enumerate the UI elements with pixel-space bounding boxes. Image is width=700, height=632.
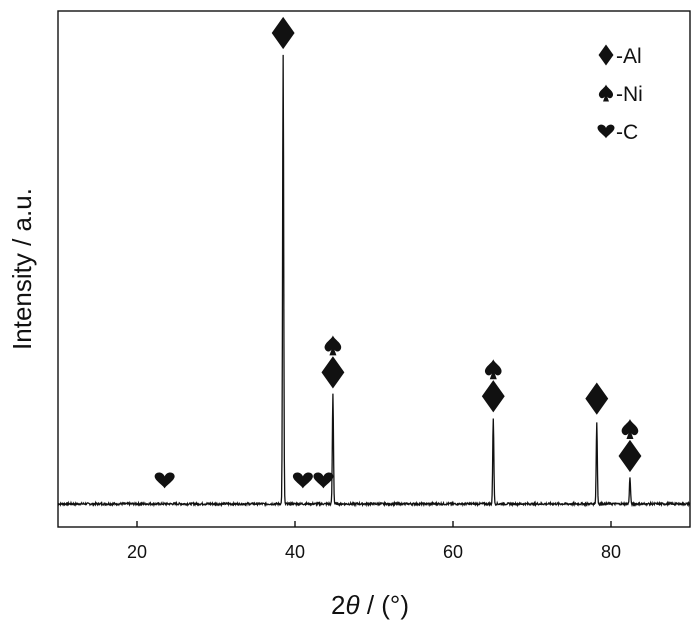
peak-annotation xyxy=(321,335,345,389)
x-axis-title-symbol: θ xyxy=(345,590,359,620)
spade-icon xyxy=(484,359,502,380)
x-tick-label: 80 xyxy=(601,542,621,562)
heart-icon xyxy=(597,124,615,139)
x-tick-label: 60 xyxy=(443,542,463,562)
diamond-icon xyxy=(585,382,609,415)
xrd-line xyxy=(57,54,691,508)
peak-annotation xyxy=(292,472,313,489)
x-axis-title-prefix: 2 xyxy=(331,590,345,620)
peak-annotation xyxy=(271,16,295,50)
legend-label: -Al xyxy=(616,45,642,68)
spade-icon xyxy=(598,84,614,102)
heart-icon xyxy=(292,472,313,489)
y-axis-title: Intensity / a.u. xyxy=(7,188,37,350)
peak-annotation xyxy=(313,472,334,489)
diamond-icon xyxy=(271,16,295,50)
legend-label: -C xyxy=(616,121,638,144)
peak-annotation xyxy=(618,419,642,473)
x-axis-ticks: 20 40 60 80 xyxy=(127,521,621,562)
plot-frame xyxy=(57,10,691,528)
x-axis-title: 2θ / (°) xyxy=(331,590,409,620)
diamond-icon xyxy=(618,439,642,473)
legend-label: -Ni xyxy=(616,83,643,106)
legend: -Al -Ni -C xyxy=(597,44,643,144)
peak-annotation xyxy=(585,382,609,415)
peak-annotation xyxy=(154,472,175,489)
diamond-icon xyxy=(481,380,505,413)
spade-icon xyxy=(324,335,342,356)
diffraction-trace xyxy=(57,54,691,508)
peak-annotation xyxy=(481,359,505,413)
spade-icon xyxy=(621,419,639,440)
x-axis-title-suffix: / (°) xyxy=(360,590,409,620)
heart-icon xyxy=(313,472,334,489)
diamond-icon xyxy=(321,356,345,389)
diamond-icon xyxy=(598,44,614,66)
x-tick-label: 40 xyxy=(285,542,305,562)
heart-icon xyxy=(154,472,175,489)
peak-annotations xyxy=(154,16,642,489)
x-tick-label: 20 xyxy=(127,542,147,562)
